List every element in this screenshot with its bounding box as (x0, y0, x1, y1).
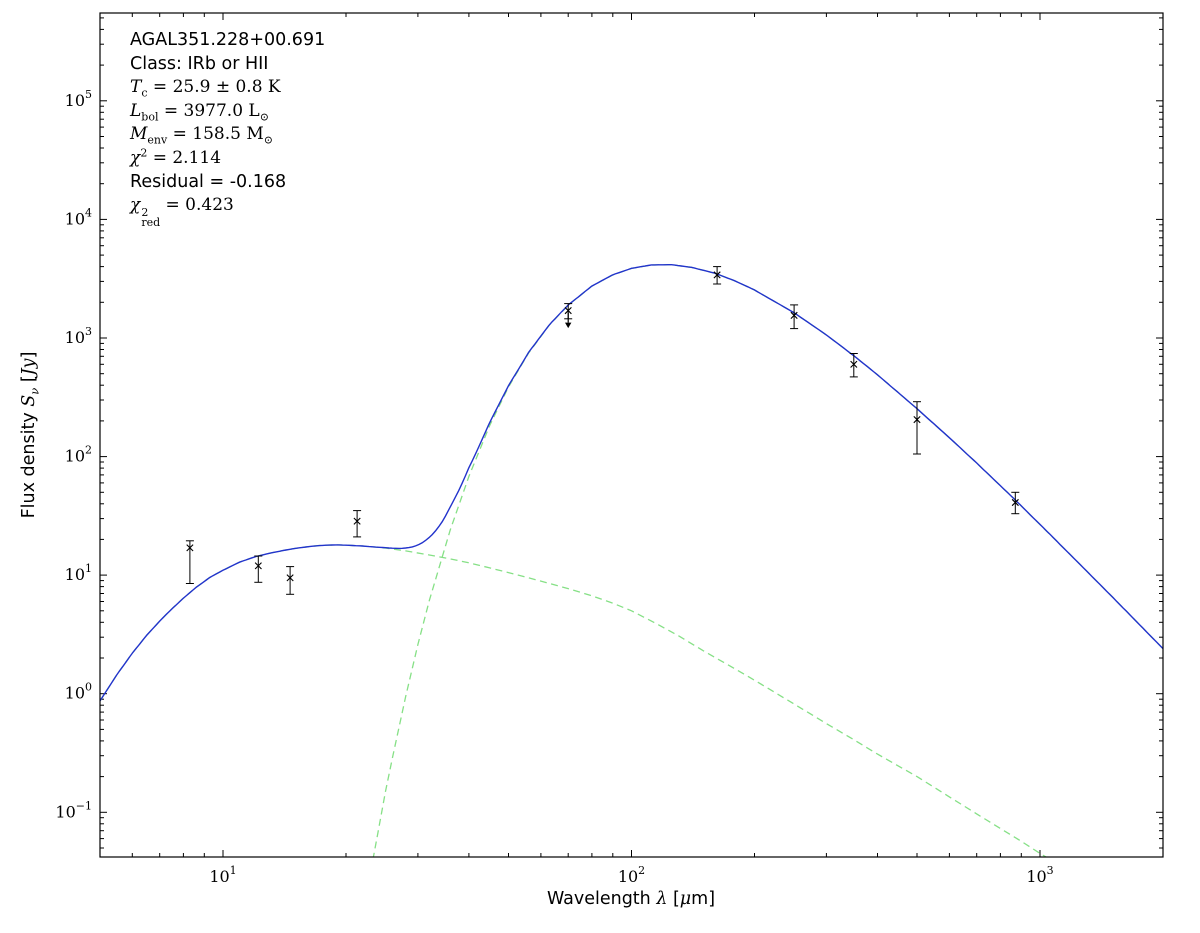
hot-component-curve (100, 544, 1048, 857)
chi2-value: = 2.114 (147, 147, 222, 168)
svg-text:10−1: 10−1 (55, 799, 92, 821)
model-curves (100, 264, 1163, 857)
svg-text:101: 101 (65, 562, 92, 584)
lambda-symbol: λ (656, 889, 668, 909)
lbol-value: = 3977.0 L (158, 100, 260, 121)
x-axis-label: Wavelength λ [μm] (546, 889, 716, 909)
chi2red-symbol: χ (130, 195, 141, 216)
svg-text:103: 103 (1026, 864, 1053, 886)
svg-text:102: 102 (618, 864, 645, 886)
marker-x (353, 517, 361, 525)
annotation-block: AGAL351.228+00.691 Class: IRb or HII Tc … (130, 29, 325, 228)
bolometric-luminosity-line: Lbol = 3977.0 L⊙ (130, 100, 325, 124)
sun-symbol: ⊙ (263, 133, 273, 147)
ylabel-text: Flux density (18, 406, 39, 519)
nu-subscript: ν (27, 387, 42, 395)
marker-x (713, 271, 721, 279)
svg-text:101: 101 (209, 864, 236, 886)
source-name: AGAL351.228+00.691 (130, 30, 326, 50)
marker-x (790, 311, 798, 319)
lbol-subscript: bol (141, 110, 159, 124)
marker-x (186, 544, 194, 552)
tc-value: = 25.9 ± 0.8 K (147, 77, 281, 98)
chi2-symbol: χ (130, 147, 141, 168)
class-label: Class: IRb or HII (130, 53, 269, 74)
menv-symbol: M (130, 124, 148, 145)
menv-value: = 158.5 M (167, 124, 264, 145)
photometry-points (185, 266, 1020, 595)
chi2-exponent: 2 (140, 146, 148, 160)
tc-symbol: T (130, 77, 142, 98)
svg-text:102: 102 (65, 444, 92, 466)
svg-text:104: 104 (65, 206, 92, 228)
y-axis-label: Flux density Sν [Jy] (18, 351, 42, 519)
marker-x (913, 416, 921, 424)
marker-x (1011, 498, 1019, 507)
jy-unit: Jy (18, 358, 39, 376)
residual-line: Residual = -0.168 (130, 171, 287, 192)
mu-symbol: μ (679, 889, 692, 909)
chi-squared-line: χ2 = 2.114 (130, 147, 325, 171)
upper-limit-arrow (565, 322, 572, 329)
chi2red-subscript: red (141, 216, 161, 230)
menv-subscript: env (147, 133, 168, 147)
marker-x (286, 574, 294, 582)
total-model-curve (100, 264, 1163, 702)
chi2red-value: = 0.423 (160, 195, 234, 216)
svg-text:103: 103 (65, 325, 92, 347)
plot-frame (99, 12, 1164, 858)
reduced-chi-squared-line: χ 2 red = 0.423 (130, 194, 325, 228)
chi2red-exponent: 2 (141, 206, 149, 220)
lbol-symbol: L (130, 100, 142, 121)
dust-temperature-line: Tc = 25.9 ± 0.8 K (130, 76, 325, 100)
marker-x (254, 562, 262, 570)
svg-text:105: 105 (65, 88, 92, 110)
svg-text:100: 100 (65, 681, 92, 703)
flux-symbol: S (18, 394, 39, 407)
chi2red-supsub: 2 red (141, 206, 161, 230)
marker-x (564, 307, 572, 315)
envelope-mass-line: Menv = 158.5 M⊙ (130, 123, 325, 147)
marker-x (850, 360, 858, 368)
xlabel-text: Wavelength (546, 889, 657, 909)
tc-subscript: c (141, 86, 148, 100)
sun-symbol: ⊙ (259, 110, 269, 124)
